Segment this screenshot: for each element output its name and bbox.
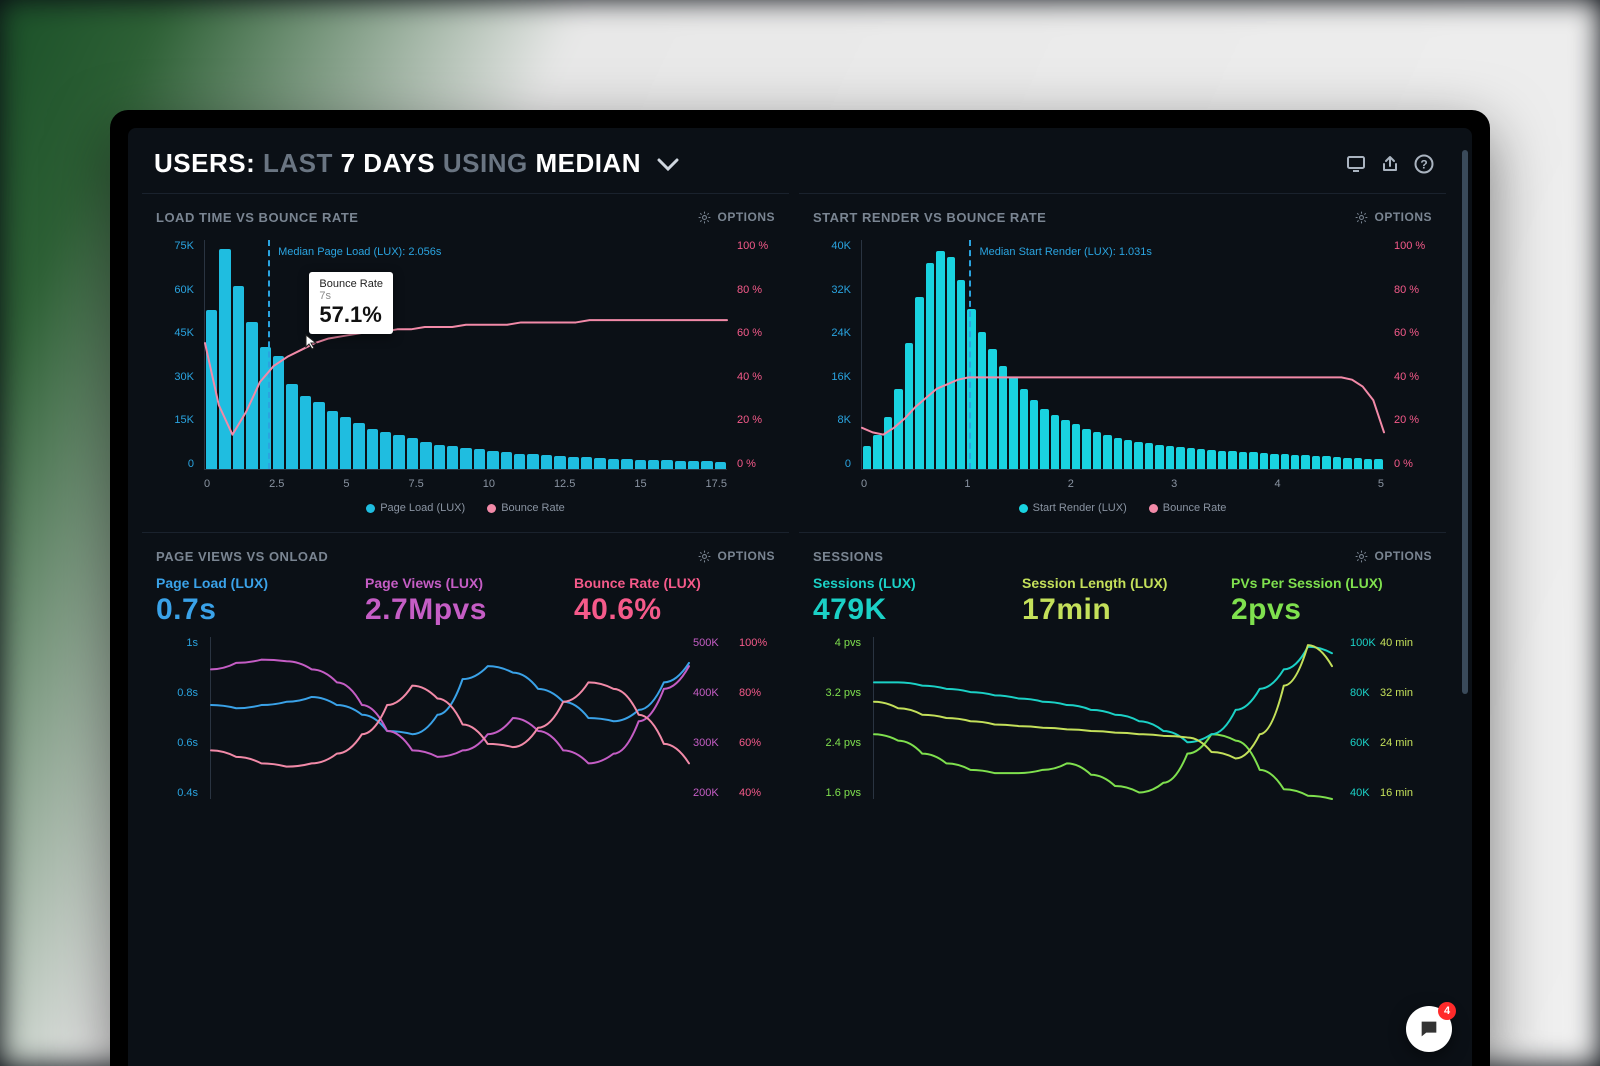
metric-label: PVs Per Session (LUX) (1231, 575, 1432, 591)
tooltip-sub: 7s (319, 290, 383, 302)
legend-bar: Page Load (LUX) (366, 502, 465, 514)
chat-button[interactable]: 4 (1406, 1006, 1452, 1052)
panel-startrender: START RENDER VS BOUNCE RATE OPTIONS 40K3… (799, 193, 1446, 522)
plot-area (210, 637, 689, 799)
chat-badge: 4 (1438, 1002, 1456, 1020)
title-muted-2: USING (443, 148, 528, 178)
metric-label: Sessions (LUX) (813, 575, 1014, 591)
metric: PVs Per Session (LUX) 2pvs (1231, 575, 1432, 627)
panel-pageviews-onload: PAGE VIEWS VS ONLOAD OPTIONS Page Load (… (142, 532, 789, 809)
tooltip-title: Bounce Rate (319, 278, 383, 290)
y-axis-left: 1s0.8s0.6s0.4s (156, 637, 206, 799)
metric-value: 479K (813, 593, 1014, 627)
options-button[interactable]: OPTIONS (698, 210, 775, 224)
legend-line: Bounce Rate (1149, 502, 1227, 514)
options-label: OPTIONS (717, 210, 775, 224)
metric-value: 40.6% (574, 593, 775, 627)
y-axis-left: 40K32K24K16K8K0 (813, 240, 857, 470)
gear-icon (698, 211, 711, 224)
metric: Bounce Rate (LUX) 40.6% (574, 575, 775, 627)
metric-value: 0.7s (156, 593, 357, 627)
tooltip-value: 57.1% (319, 302, 383, 328)
chart-legend: Page Load (LUX) Bounce Rate (156, 496, 775, 516)
chart-sessions[interactable]: 4 pvs3.2 pvs2.4 pvs1.6 pvs 100K80K60K40K… (813, 633, 1432, 803)
title-range: 7 DAYS (341, 148, 436, 178)
metric-value: 17min (1022, 593, 1223, 627)
panel-loadtime: LOAD TIME VS BOUNCE RATE OPTIONS 75K60K4… (142, 193, 789, 522)
gear-icon (1355, 211, 1368, 224)
plot-area: Median Start Render (LUX): 1.031s (861, 240, 1384, 470)
y-axis-right-b: 40 min32 min24 min16 min (1380, 637, 1432, 799)
y-axis-right-a: 500K400K300K200K (693, 637, 737, 799)
x-axis: 02.557.51012.51517.5 (204, 478, 727, 490)
y-axis-right: 100 %80 %60 %40 %20 %0 % (1388, 240, 1432, 470)
page-title[interactable]: USERS: LAST 7 DAYS USING MEDIAN (154, 148, 679, 179)
page-header: USERS: LAST 7 DAYS USING MEDIAN ? (128, 128, 1460, 193)
chart-pvo[interactable]: 1s0.8s0.6s0.4s 500K400K300K200K 100%80%6… (156, 633, 775, 803)
panel-sessions: SESSIONS OPTIONS Sessions (LUX)479KSessi… (799, 532, 1446, 809)
y-axis-left: 75K60K45K30K15K0 (156, 240, 200, 470)
title-aggregation: MEDIAN (535, 148, 641, 178)
share-icon[interactable] (1380, 154, 1400, 174)
metric-label: Page Views (LUX) (365, 575, 566, 591)
scrollbar[interactable] (1462, 150, 1468, 694)
y-axis-right: 100 %80 %60 %40 %20 %0 % (731, 240, 775, 470)
x-axis: 012345 (861, 478, 1384, 490)
cursor-icon (305, 334, 317, 350)
chart-startrender[interactable]: 40K32K24K16K8K0 100 %80 %60 %40 %20 %0 %… (813, 236, 1432, 496)
metric-label: Page Load (LUX) (156, 575, 357, 591)
panel-title: SESSIONS (813, 549, 883, 564)
legend-line: Bounce Rate (487, 502, 565, 514)
options-button[interactable]: OPTIONS (1355, 549, 1432, 563)
y-axis-right-b: 100%80%60%40% (739, 637, 775, 799)
options-button[interactable]: OPTIONS (1355, 210, 1432, 224)
title-prefix: USERS: (154, 148, 255, 178)
metric: Sessions (LUX) 479K (813, 575, 1014, 627)
options-button[interactable]: OPTIONS (698, 549, 775, 563)
title-muted-1: LAST (263, 148, 333, 178)
metric: Page Load (LUX) 0.7s (156, 575, 357, 627)
y-axis-left: 4 pvs3.2 pvs2.4 pvs1.6 pvs (813, 637, 869, 799)
metric-value: 2pvs (1231, 593, 1432, 627)
plot-area (873, 637, 1332, 799)
options-label: OPTIONS (1374, 549, 1432, 563)
options-label: OPTIONS (1374, 210, 1432, 224)
metric-label: Session Length (LUX) (1022, 575, 1223, 591)
chart-tooltip: Bounce Rate 7s 57.1% (309, 272, 393, 334)
help-icon[interactable]: ? (1414, 154, 1434, 174)
metric: Page Views (LUX) 2.7Mpvs (365, 575, 566, 627)
metric-value: 2.7Mpvs (365, 593, 566, 627)
plot-area: Median Page Load (LUX): 2.056s Bounce Ra… (204, 240, 727, 470)
monitor-icon[interactable] (1346, 154, 1366, 174)
svg-text:?: ? (1420, 157, 1427, 171)
panel-title: LOAD TIME VS BOUNCE RATE (156, 210, 358, 225)
legend-bar: Start Render (LUX) (1019, 502, 1127, 514)
options-label: OPTIONS (717, 549, 775, 563)
chart-legend: Start Render (LUX) Bounce Rate (813, 496, 1432, 516)
gear-icon (1355, 550, 1368, 563)
panel-title: PAGE VIEWS VS ONLOAD (156, 549, 328, 564)
chevron-down-icon[interactable] (657, 148, 679, 179)
metric-label: Bounce Rate (LUX) (574, 575, 775, 591)
chart-loadtime[interactable]: 75K60K45K30K15K0 100 %80 %60 %40 %20 %0 … (156, 236, 775, 496)
metric: Session Length (LUX) 17min (1022, 575, 1223, 627)
panel-title: START RENDER VS BOUNCE RATE (813, 210, 1046, 225)
gear-icon (698, 550, 711, 563)
